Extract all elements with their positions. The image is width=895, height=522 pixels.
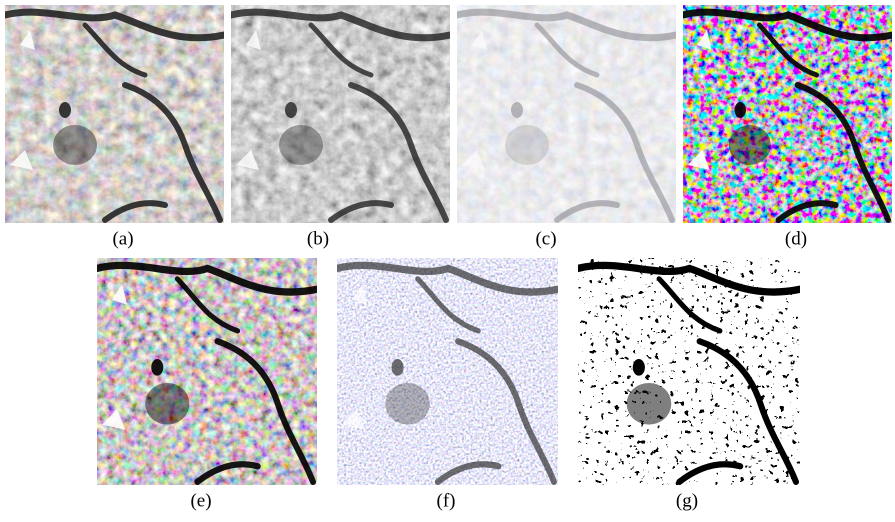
hole [511,102,523,118]
panel-image [97,258,317,485]
panel-image [5,5,224,223]
shadow [385,383,429,425]
hole [735,102,746,118]
shadow [279,125,323,165]
panel: (d) [683,5,892,249]
hole [151,359,163,376]
panel: (e) [97,258,317,511]
hole [285,102,297,118]
panel-label: (c) [535,228,556,249]
panel-label: (b) [307,228,329,249]
panel-label: (e) [190,490,211,511]
panel-image [578,258,800,485]
shadow [729,125,771,165]
panel-label: (d) [785,228,807,249]
panel-label: (g) [676,490,698,511]
page: (a)(b)(c)(d)(e)(f)(g) (() => { const dat… [0,0,895,517]
panel: (b) [231,5,450,249]
shadow [627,383,672,425]
panel-label: (a) [112,228,133,249]
hole [391,359,403,376]
panel-image [457,5,676,223]
panel-image [683,5,892,223]
shadow [53,125,97,165]
hole [633,359,645,376]
shadow [145,383,189,425]
hole [59,102,71,118]
shadow [505,125,549,165]
panel: (a) [5,5,224,249]
panel: (f) [337,258,558,511]
panel-label: (f) [437,490,456,511]
panel-image [231,5,450,223]
panel: (c) [457,5,676,249]
figure: (a) (b) (c) (d) (e) (f) (g) [0,0,895,517]
panel: (g) [578,258,800,511]
panel-image [337,258,558,485]
